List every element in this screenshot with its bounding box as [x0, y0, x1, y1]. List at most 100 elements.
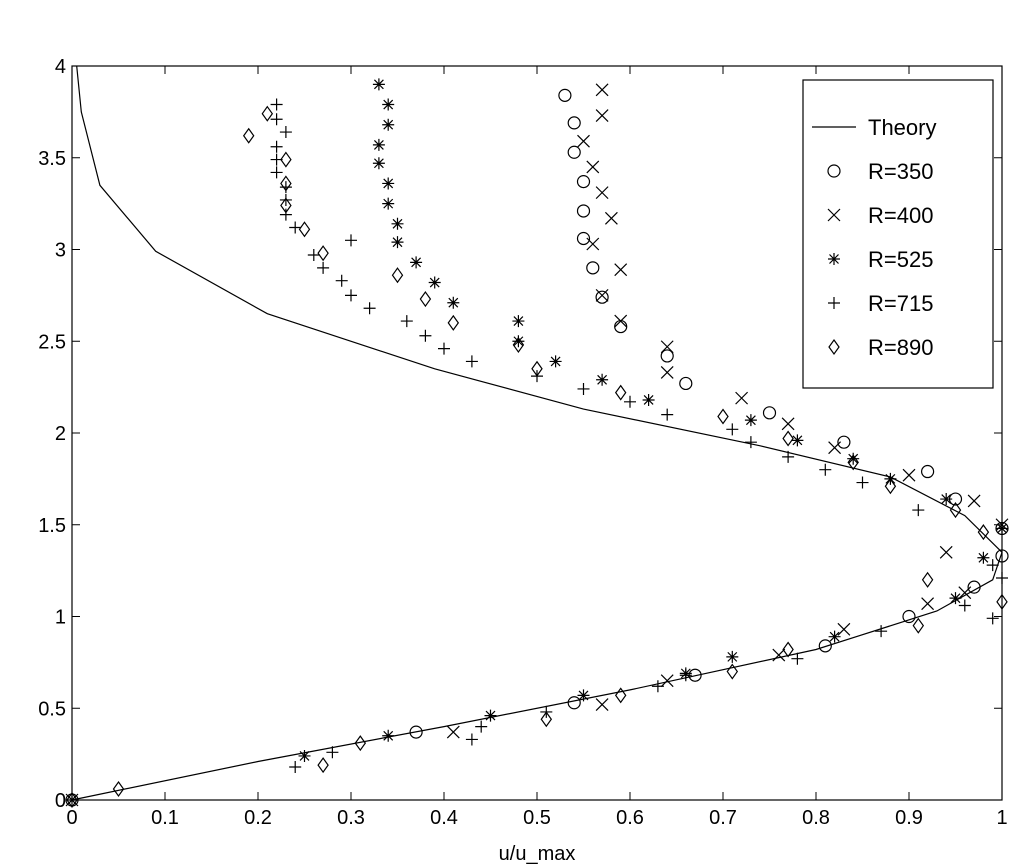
data-point-diamond: [354, 735, 367, 752]
data-point-diamond: [391, 267, 404, 284]
data-point-plus: [326, 746, 339, 759]
data-point-circle: [576, 231, 591, 246]
data-point-circle: [967, 580, 981, 594]
data-point-diamond: [66, 791, 78, 809]
data-point-plus: [270, 113, 283, 126]
legend-label: Theory: [868, 115, 936, 140]
data-point-circle: [837, 435, 851, 449]
data-point-star: [391, 217, 404, 230]
data-point-diamond: [317, 245, 329, 262]
data-point-plus: [828, 297, 840, 309]
legend-item: R=525: [828, 247, 933, 272]
x-tick-label: 0.5: [523, 807, 551, 829]
data-point-plus: [345, 289, 357, 302]
data-point-plus: [400, 315, 413, 328]
data-point-plus: [270, 166, 283, 179]
data-point-star: [391, 236, 404, 249]
data-point-plus: [475, 720, 488, 733]
data-point-star: [512, 335, 525, 348]
data-point-star: [642, 393, 655, 406]
legend-label: R=400: [868, 203, 933, 228]
data-point-plus: [679, 669, 692, 682]
data-point-diamond: [782, 430, 794, 447]
x-tick-label: 0.9: [895, 807, 923, 829]
data-point-plus: [875, 625, 888, 638]
data-point-plus: [419, 329, 432, 342]
data-point-circle: [586, 261, 600, 275]
x-tick-label: 0.3: [337, 807, 365, 829]
theory-line: [71, 65, 1003, 801]
data-point-diamond: [531, 360, 543, 377]
plot-area: [65, 65, 1009, 809]
data-point-circle: [576, 175, 591, 189]
data-point-diamond: [847, 454, 859, 471]
data-point-x: [660, 366, 674, 379]
data-point-plus: [335, 274, 348, 287]
y-tick-label: 0.5: [38, 698, 66, 720]
data-point-circle: [567, 145, 581, 159]
data-point-plus: [782, 450, 795, 463]
data-point-plus: [279, 193, 292, 206]
data-point-x: [939, 545, 953, 559]
data-point-diamond: [280, 197, 292, 214]
data-point-star: [949, 592, 962, 605]
data-point-x: [827, 208, 841, 222]
data-point-circle: [762, 406, 777, 420]
data-point-plus: [661, 408, 674, 421]
data-point-star: [66, 794, 78, 806]
x-axis-label: u/u_max: [499, 843, 576, 865]
data-point-plus: [317, 261, 330, 274]
y-tick-label: 0: [55, 790, 66, 812]
data-point-diamond: [726, 663, 739, 680]
data-point-circle: [995, 549, 1009, 563]
data-point-diamond: [540, 711, 553, 728]
data-point-circle: [827, 164, 841, 178]
data-point-x: [586, 160, 600, 174]
data-point-x: [586, 237, 600, 251]
data-point-star: [549, 355, 562, 368]
data-point-circle: [902, 609, 916, 624]
data-point-star: [382, 197, 395, 210]
series-r-400: [65, 83, 1009, 807]
data-point-diamond: [884, 478, 897, 495]
data-point-star: [828, 253, 840, 265]
data-point-star: [298, 749, 311, 762]
legend-item: R=890: [828, 335, 933, 360]
data-point-circle: [920, 464, 935, 479]
data-point-star: [372, 78, 385, 91]
data-point-x: [921, 597, 935, 611]
legend: Theory R=350 R=400 R=525 R=715 R=890: [802, 79, 994, 389]
data-point-x: [660, 340, 674, 354]
data-point-circle: [660, 349, 674, 363]
data-point-plus: [345, 234, 357, 247]
data-point-plus: [996, 571, 1008, 584]
legend-item: Theory: [812, 115, 936, 140]
legend-label: R=715: [868, 291, 933, 316]
data-point-plus: [856, 476, 869, 489]
data-point-star: [372, 138, 385, 151]
data-point-plus: [651, 680, 664, 693]
data-point-circle: [595, 290, 609, 304]
data-point-diamond: [614, 687, 627, 704]
data-point-diamond: [419, 291, 432, 308]
data-point-circle: [409, 725, 423, 739]
data-point-diamond: [782, 641, 794, 658]
data-point-star: [512, 315, 525, 328]
x-tick-label: 0: [66, 807, 77, 829]
data-point-x: [781, 417, 795, 431]
data-point-diamond: [280, 175, 292, 192]
data-point-plus: [279, 126, 292, 139]
data-point-diamond: [242, 127, 255, 144]
data-point-star: [726, 650, 739, 663]
data-point-circle: [576, 204, 591, 218]
data-point-circle: [567, 116, 581, 130]
x-tick-label: 1: [996, 807, 1007, 829]
data-point-diamond: [280, 151, 292, 168]
data-point-x: [772, 648, 786, 662]
data-point-plus: [744, 436, 757, 449]
data-point-star: [447, 296, 460, 309]
data-point-plus: [307, 249, 320, 262]
data-point-star: [977, 551, 990, 564]
y-tick-label: 1: [55, 607, 66, 629]
y-tick-label: 2.5: [38, 331, 66, 353]
